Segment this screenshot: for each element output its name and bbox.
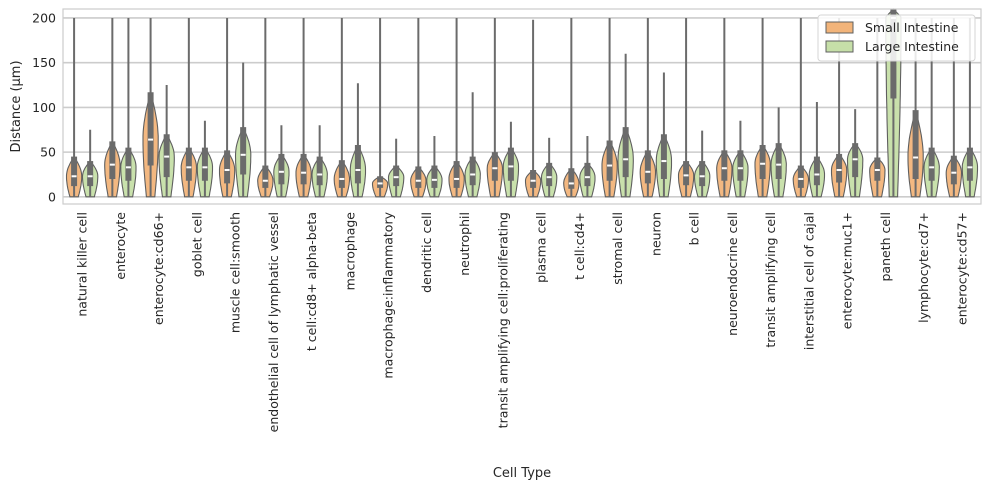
x-tick-label: macrophage [342,212,357,291]
x-tick-label: lymphocyte:cd7+ [916,212,931,323]
x-tick-label: t cell:cd4+ [572,212,587,280]
x-tick-label: dendritic cell [419,212,434,293]
x-tick-label: enterocyte [113,212,128,280]
x-tick-label: interstitial cell of cajal [801,212,816,350]
x-tick-label: transit amplifying cell:proliferating [495,212,510,428]
y-tick-label: 150 [32,55,56,70]
legend-swatch [825,40,854,53]
legend: Small Intestine Large Intestine [817,14,976,62]
y-tick-label: 0 [48,189,56,204]
x-tick-label: neuroendocrine cell [725,212,740,336]
y-axis-label: Distance (µm) [9,60,24,152]
y-tick-labels: 0 50 100 150 200 [32,10,56,204]
x-tick-labels: natural killer cell enterocyte enterocyte:… [75,211,970,432]
legend-label: Small Intestine [865,20,959,35]
x-tick-label: plasma cell [534,212,549,283]
y-tick-label: 50 [40,145,56,160]
y-tick-label: 200 [32,10,56,25]
grid-lines [63,17,981,198]
x-tick-label: goblet cell [189,212,204,277]
x-axis-label: Cell Type [493,466,551,481]
x-tick-label: b cell [687,212,702,245]
x-tick-label: enterocyte:muc1+ [840,212,855,329]
x-tick-label: paneth cell [878,212,893,282]
x-tick-label: macrophage:inflammatory [381,211,396,378]
x-tick-label: t cell:cd8+ alpha-beta [304,212,319,351]
x-tick-label: enterocyte:cd66+ [151,212,166,325]
legend-label: Large Intestine [865,39,959,54]
x-tick-label: transit amplifying cell [763,212,778,348]
x-tick-label: endothelial cell of lymphatic vessel [266,212,281,432]
x-tick-label: neuron [648,212,663,256]
x-tick-label: natural killer cell [75,212,90,317]
plot-frame [62,8,982,205]
x-tick-label: muscle cell:smooth [228,212,243,333]
legend-swatch [825,21,854,34]
legend-box [817,14,976,62]
y-tick-label: 100 [32,100,56,115]
x-tick-label: enterocyte:cd57+ [954,212,969,325]
x-tick-label: neutrophil [457,212,472,276]
x-tick-label: stromal cell [610,212,625,285]
